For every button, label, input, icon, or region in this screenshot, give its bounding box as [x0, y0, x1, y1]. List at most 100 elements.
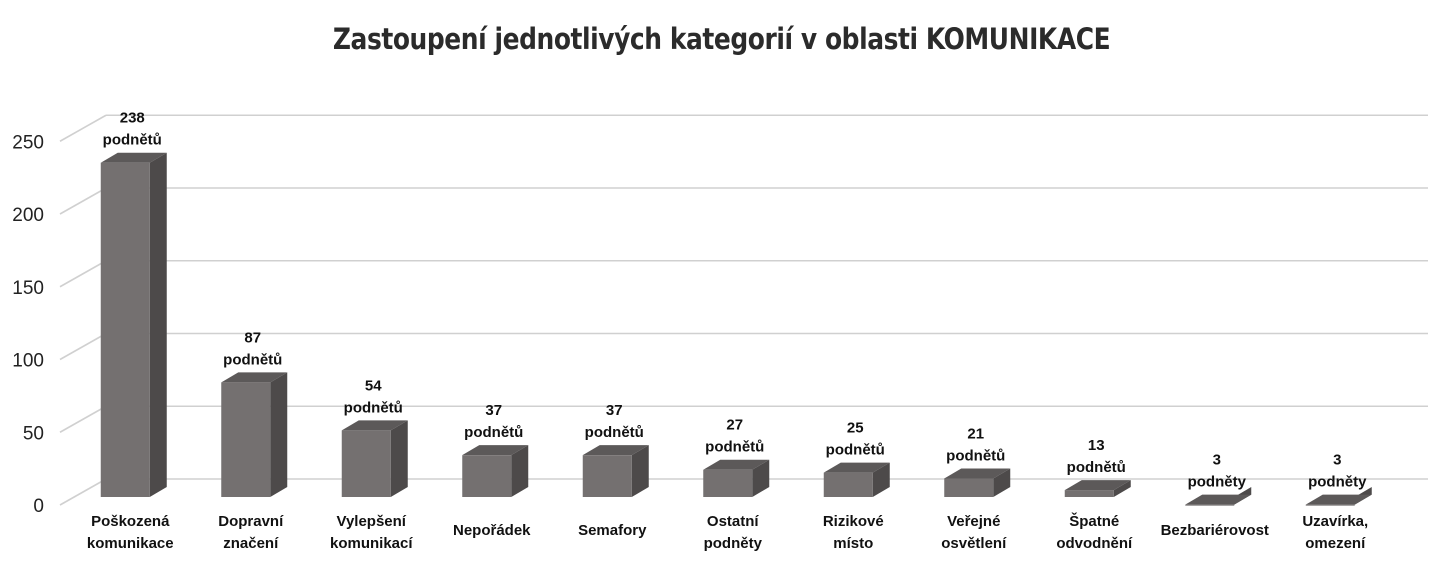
- bar-front: [703, 469, 753, 497]
- bar-side: [270, 372, 288, 497]
- bar: [823, 462, 890, 497]
- bar-top: [1185, 494, 1252, 505]
- bar-front: [462, 455, 512, 497]
- bar-top: [944, 468, 1011, 479]
- y-tick-label: 100: [12, 351, 44, 372]
- data-label-unit: podnětů: [705, 439, 764, 456]
- bar-side: [149, 152, 167, 497]
- bar-side: [993, 468, 1011, 497]
- bar: [341, 420, 408, 497]
- data-label-value: 54: [365, 377, 382, 394]
- bar-side: [511, 445, 529, 497]
- category-label: Ostatní: [707, 513, 760, 530]
- y-tick-label: 150: [12, 278, 44, 299]
- bar-front: [1305, 504, 1355, 506]
- category-label: Nepořádek: [453, 522, 531, 539]
- category-label: Semafory: [578, 522, 647, 539]
- bar-front: [582, 455, 632, 497]
- gridline-diagonal: [59, 332, 107, 361]
- labels: 238 podnětů Poškozená komunikace 87 podnětů Do…: [87, 110, 1368, 552]
- y-tick-label: 200: [12, 205, 44, 226]
- data-label-value: 13: [1088, 437, 1105, 454]
- bar-top: [1305, 494, 1372, 505]
- bar-front: [221, 382, 271, 497]
- bar-side: [390, 420, 408, 497]
- data-label-value: 21: [967, 425, 984, 442]
- bar: [1305, 487, 1372, 506]
- bar-front: [341, 430, 391, 497]
- data-label-unit: podněty: [1308, 474, 1367, 491]
- data-label-unit: podnětů: [826, 442, 885, 459]
- chart-title: Zastoupení jednotlivých kategorií v obla…: [332, 22, 1111, 56]
- gridline-diagonal: [59, 260, 107, 288]
- category-label: místo: [833, 535, 873, 552]
- bar: [100, 152, 167, 497]
- category-label: Uzavírka,: [1302, 513, 1368, 530]
- bar-top: [703, 459, 770, 470]
- data-label-unit: podnětů: [223, 351, 282, 368]
- category-label: komunikace: [87, 535, 174, 552]
- bar-side: [872, 462, 890, 497]
- bar-front: [1064, 490, 1114, 497]
- data-label-value: 27: [726, 417, 743, 434]
- category-label: Dopravní: [218, 513, 284, 530]
- category-label: odvodnění: [1056, 535, 1133, 552]
- bar-side: [752, 459, 770, 497]
- category-label: podněty: [704, 535, 763, 552]
- bar-top: [462, 445, 529, 456]
- bar-side: [631, 445, 649, 497]
- gridline-diagonal: [59, 114, 107, 142]
- data-label-value: 87: [244, 329, 261, 346]
- y-tick-label: 250: [12, 132, 44, 153]
- category-label: osvětlení: [941, 535, 1007, 552]
- bar-top: [221, 372, 288, 383]
- category-label: Vylepšení: [337, 513, 407, 530]
- data-label-value: 3: [1213, 452, 1221, 469]
- bar: [703, 459, 770, 497]
- bar: [1185, 487, 1252, 506]
- data-label-value: 3: [1333, 452, 1341, 469]
- category-label: Poškozená: [91, 513, 170, 530]
- category-label: komunikací: [330, 535, 413, 552]
- bar: [221, 372, 288, 497]
- bar-top: [582, 445, 649, 456]
- bar: [462, 445, 529, 497]
- bar-top: [100, 152, 167, 163]
- bars: [100, 152, 1372, 506]
- bar: [582, 445, 649, 497]
- bar-top: [1064, 480, 1131, 491]
- bar-side: [1113, 480, 1131, 497]
- y-axis: 0 50 100 150 200 250: [12, 132, 44, 517]
- category-label: Bezbariérovost: [1161, 522, 1269, 539]
- category-label: značení: [223, 535, 279, 552]
- gridline-diagonal: [59, 405, 107, 433]
- bar-top: [341, 420, 408, 431]
- bar-top: [823, 462, 890, 473]
- data-label-unit: podnětů: [585, 424, 644, 441]
- data-label-unit: podnětů: [103, 132, 162, 149]
- data-label-value: 25: [847, 420, 864, 437]
- category-label: Rizikové: [823, 513, 884, 530]
- y-tick-label: 0: [33, 496, 44, 517]
- data-label-value: 238: [120, 110, 145, 127]
- y-tick-label: 50: [23, 423, 44, 444]
- data-label-unit: podněty: [1188, 474, 1247, 491]
- data-label-value: 37: [485, 402, 502, 419]
- category-label: Veřejné: [947, 513, 1000, 530]
- data-label-unit: podnětů: [464, 424, 523, 441]
- category-label: omezení: [1305, 535, 1366, 552]
- bar-front: [100, 162, 150, 497]
- data-label-unit: podnětů: [344, 399, 403, 416]
- bar-front: [944, 478, 994, 497]
- data-label-unit: podnětů: [946, 447, 1005, 464]
- bar: [1064, 480, 1131, 497]
- gridline-diagonal: [59, 187, 107, 215]
- bar-front: [1185, 504, 1235, 506]
- data-label-value: 37: [606, 402, 623, 419]
- gridline-diagonal: [59, 478, 107, 506]
- category-label: Špatné: [1069, 512, 1119, 530]
- bar-front: [823, 472, 873, 497]
- bar: [944, 468, 1011, 497]
